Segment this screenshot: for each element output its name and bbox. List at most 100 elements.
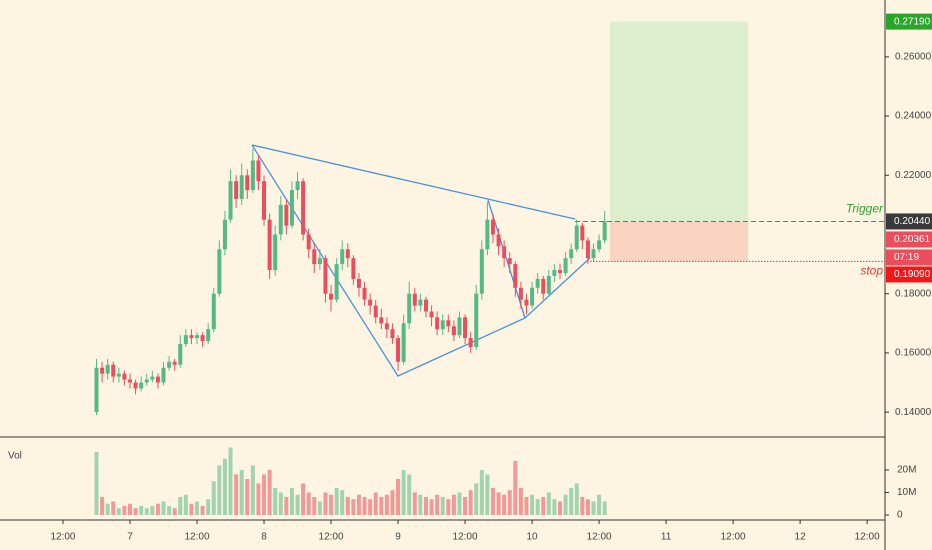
volume-bar	[284, 496, 289, 515]
volume-label: Vol	[8, 451, 22, 462]
candle-body	[155, 376, 160, 383]
y-tick-label: 0.26000	[895, 51, 932, 62]
volume-bar	[289, 487, 294, 515]
volume-bar	[418, 494, 423, 515]
volume-bar	[479, 469, 484, 515]
candle-body	[552, 270, 557, 276]
candle-body	[195, 335, 200, 339]
candle-body	[390, 329, 395, 339]
candle-body	[206, 329, 211, 342]
volume-bar	[150, 505, 155, 515]
volume-bar	[546, 492, 551, 515]
candle-body	[122, 373, 127, 380]
volume-bar	[535, 499, 540, 515]
volume-bar	[234, 474, 239, 515]
x-tick-label: 8	[261, 532, 267, 543]
candle-body	[502, 246, 507, 259]
candle-body	[602, 221, 607, 241]
volume-bar	[574, 483, 579, 515]
volume-bar	[423, 496, 428, 515]
volume-bar	[334, 487, 339, 515]
countdown-tag-bg	[886, 249, 932, 266]
volume-bar	[585, 499, 590, 515]
candle-body	[362, 287, 367, 300]
volume-bar	[217, 465, 222, 515]
volume-bar	[485, 474, 490, 515]
volume-bar	[580, 496, 585, 515]
candle-body	[329, 293, 334, 300]
candle-body	[597, 240, 602, 250]
volume-bar	[155, 503, 160, 515]
volume-bar	[345, 496, 350, 515]
candle-body	[541, 278, 546, 294]
candle-body	[323, 258, 328, 294]
candle-body	[222, 219, 227, 250]
candle-body	[474, 293, 479, 347]
candle-body	[546, 275, 551, 294]
volume-bar	[362, 496, 367, 515]
volume-bar	[100, 496, 105, 515]
last-tag-bg	[886, 231, 932, 248]
candle-body	[150, 376, 155, 380]
volume-bar	[278, 492, 283, 515]
x-tick-label: 12:00	[319, 532, 344, 543]
x-tick-label: 12:00	[453, 532, 478, 543]
volume-bar	[463, 496, 468, 515]
volume-bar	[379, 496, 384, 515]
y-tick-label: 0.14000	[895, 407, 932, 418]
volume-bar	[267, 469, 272, 515]
candle-body	[574, 225, 579, 250]
candle-body	[139, 382, 144, 389]
candle-body	[485, 219, 490, 250]
volume-bar	[222, 458, 227, 515]
candle-body	[435, 317, 440, 330]
candle-body	[379, 317, 384, 324]
x-tick-label: 12:00	[855, 532, 880, 543]
trendline	[251, 144, 576, 220]
volume-bar	[597, 494, 602, 515]
candle-body	[401, 323, 406, 362]
volume-bar	[317, 501, 322, 515]
candle-body	[384, 323, 389, 330]
candle-body	[356, 278, 361, 288]
candle-body	[479, 249, 484, 294]
volume-bar	[390, 490, 395, 515]
x-tick-label: 12:00	[587, 532, 612, 543]
volume-bar	[116, 508, 121, 515]
volume-bar	[356, 494, 361, 515]
volume-bar	[122, 505, 127, 515]
volume-bar	[262, 474, 267, 515]
y-tick-label: 0.22000	[895, 170, 932, 181]
volume-bar	[206, 499, 211, 515]
x-tick-label: 12:00	[184, 532, 209, 543]
target-tag: 0.27190	[894, 16, 931, 27]
volume-bar	[474, 483, 479, 515]
candle-body	[580, 225, 585, 241]
candle-body	[284, 204, 289, 226]
volume-bar	[351, 499, 356, 515]
candle-body	[423, 299, 428, 312]
volume-bar	[312, 496, 317, 515]
countdown-tag: 07:19	[894, 252, 919, 263]
candle-body	[306, 234, 311, 250]
candle-body	[295, 181, 300, 191]
volume-bar	[490, 487, 495, 515]
volume-bar	[211, 481, 216, 515]
volume-bar	[569, 487, 574, 515]
candle-body	[563, 258, 568, 273]
candle-body	[217, 249, 222, 294]
volume-bar	[496, 492, 501, 515]
volume-bar	[228, 447, 233, 515]
candle-body	[178, 344, 183, 365]
x-tick-label: 12	[795, 532, 807, 543]
volume-bar	[451, 494, 456, 515]
trendline	[487, 199, 526, 319]
y2-tick-label: 20M	[897, 465, 916, 476]
candle-body	[490, 219, 495, 235]
candle-body	[507, 258, 512, 265]
candle-body	[569, 249, 574, 259]
volume-bar	[524, 496, 529, 515]
volume-bar	[105, 503, 110, 515]
